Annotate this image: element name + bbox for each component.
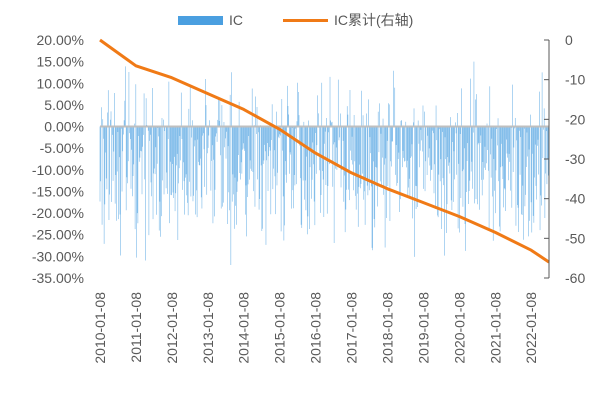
left-tick-label: 5.00%	[44, 97, 84, 113]
right-axis: 0 -10 -20 -30 -40 -50 -60	[544, 32, 585, 286]
x-tick-label: 2022-01-08	[523, 292, 539, 364]
right-tick-label: -40	[565, 191, 585, 207]
legend: IC IC累计(右轴)	[178, 12, 413, 28]
legend-ic-label: IC	[229, 12, 243, 28]
left-tick-label: -35.00%	[32, 270, 84, 286]
x-tick-label: 2017-01-08	[344, 292, 360, 364]
left-tick-label: 15.00%	[37, 54, 84, 70]
x-tick-label: 2020-01-08	[451, 292, 467, 364]
x-axis: 2010-01-08 2011-01-08 2012-01-08 2013-01-08…	[92, 292, 539, 364]
legend-cumulative-label: IC累计(右轴)	[334, 12, 413, 28]
x-tick-label: 2013-01-08	[200, 292, 216, 364]
x-tick-label: 2019-01-08	[415, 292, 431, 364]
left-tick-label: -5.00%	[40, 140, 84, 156]
x-tick-label: 2018-01-08	[380, 292, 396, 364]
left-tick-label: -30.00%	[32, 248, 84, 264]
legend-ic-swatch	[178, 16, 223, 25]
x-tick-label: 2015-01-08	[272, 292, 288, 364]
x-tick-label: 2016-01-08	[308, 292, 324, 364]
right-tick-label: -30	[565, 151, 585, 167]
right-tick-label: -50	[565, 230, 585, 246]
left-tick-label: 20.00%	[37, 32, 84, 48]
right-tick-label: -10	[565, 72, 585, 88]
left-tick-label: -20.00%	[32, 205, 84, 221]
right-tick-label: -20	[565, 111, 585, 127]
x-tick-label: 2014-01-08	[236, 292, 252, 364]
left-tick-label: -10.00%	[32, 162, 84, 178]
left-tick-label: -25.00%	[32, 227, 84, 243]
cumulative-ic-line	[99, 38, 550, 264]
left-tick-label: 10.00%	[37, 75, 84, 91]
x-tick-label: 2021-01-08	[487, 292, 503, 364]
x-tick-label: 2010-01-08	[92, 292, 108, 364]
x-tick-label: 2012-01-08	[164, 292, 180, 364]
right-tick-label: -60	[565, 270, 585, 286]
left-tick-label: 0.00%	[44, 119, 84, 135]
ic-bars	[99, 61, 550, 266]
x-tick-label: 2011-01-08	[128, 292, 144, 363]
right-tick-label: 0	[565, 32, 573, 48]
left-axis: 20.00% 15.00% 10.00% 5.00% 0.00% -5.00% -10.00…	[32, 32, 84, 286]
left-tick-label: -15.00%	[32, 184, 84, 200]
